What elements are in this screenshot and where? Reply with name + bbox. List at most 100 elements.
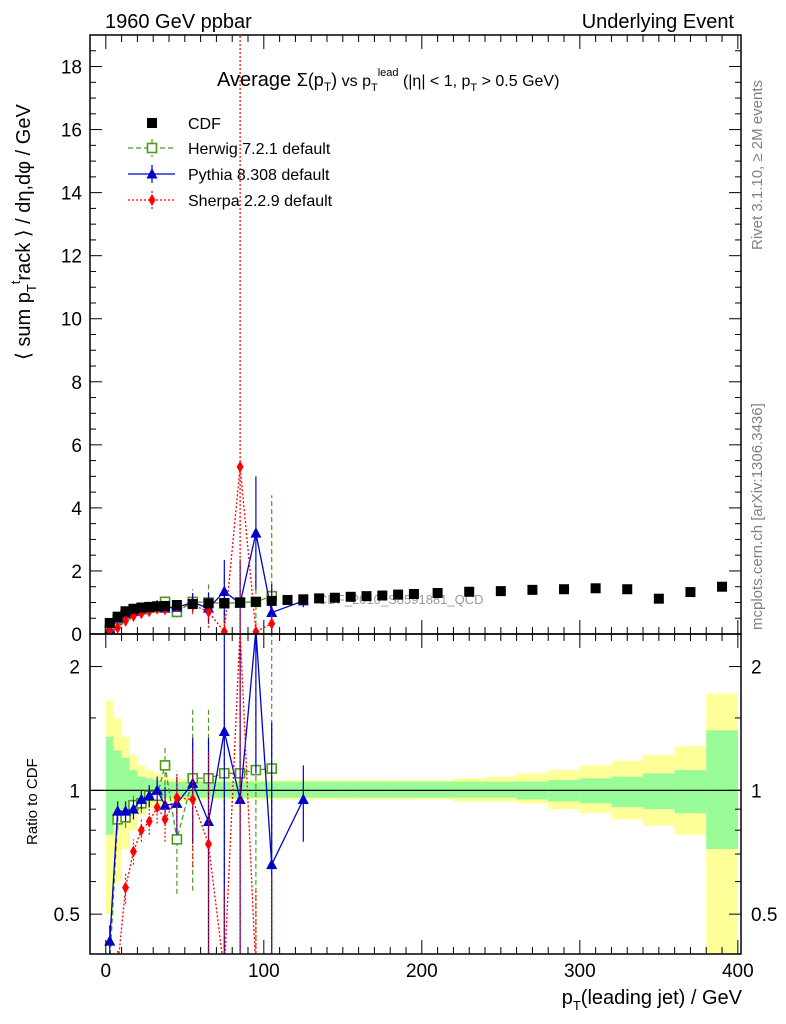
legend-label-sherpa: Sherpa 2.2.9 default — [188, 193, 333, 210]
y-tick-label: 0 — [71, 625, 82, 646]
point-pythia — [104, 935, 116, 946]
y-axis-label: ⟨ sum pTtrack ⟩ / dη,dφ / GeV — [8, 104, 39, 360]
legend-entry-cdf: CDF — [147, 116, 221, 133]
x-tick-label: 0 — [101, 961, 112, 982]
point-cdf — [128, 603, 139, 614]
band-inner-bin — [406, 781, 422, 798]
point-pythia — [266, 606, 278, 618]
legend-marker-cdf — [147, 118, 157, 128]
header-left: 1960 GeV ppbar — [105, 11, 252, 33]
ratio-y-tick-label-right: 0.5 — [751, 905, 777, 926]
band-inner-bin — [327, 781, 343, 798]
point-cdf — [717, 581, 728, 592]
band-inner-bin — [121, 757, 130, 810]
point-sherpa — [145, 815, 153, 828]
band-inner-bin — [611, 776, 644, 808]
x-tick-label: 400 — [722, 961, 754, 982]
legend-entry-sherpa: Sherpa 2.2.9 default — [128, 191, 333, 210]
band-inner-bin — [113, 750, 122, 820]
band-inner-bin — [342, 781, 359, 798]
point-pythia — [112, 805, 124, 816]
point-cdf — [622, 584, 633, 595]
x-axis-label: pT(leading jet) / GeV — [562, 987, 743, 1013]
point-sherpa — [205, 605, 213, 618]
x-tick-label: 300 — [564, 961, 596, 982]
point-sherpa — [137, 824, 145, 837]
point-sherpa — [122, 614, 130, 627]
band-inner-bin — [674, 770, 707, 814]
point-cdf — [590, 583, 601, 594]
point-pythia — [218, 585, 230, 596]
point-sherpa — [220, 625, 228, 634]
point-sherpa — [236, 460, 244, 473]
series-line-pythia — [109, 634, 304, 942]
ratio-y-tick-label: 0.5 — [54, 905, 80, 926]
band-inner-bin — [358, 781, 375, 798]
point-cdf — [112, 611, 123, 622]
ratio-y-tick-label: 2 — [69, 658, 80, 679]
y-tick-label: 12 — [61, 247, 82, 268]
point-cdf — [393, 589, 404, 600]
point-cdf — [495, 586, 506, 597]
point-herwig — [159, 760, 171, 771]
legend-label-herwig: Herwig 7.2.1 default — [188, 141, 331, 158]
series-cdf — [104, 581, 728, 628]
point-cdf — [527, 584, 538, 595]
point-herwig — [171, 834, 183, 845]
point-cdf — [432, 588, 443, 599]
series-sherpa — [117, 634, 273, 954]
band-inner-bin — [643, 773, 675, 810]
main-panel-data — [104, 35, 728, 634]
legend: CDF Herwig 7.2.1 default Pythia 8.308 defa… — [128, 116, 333, 210]
point-sherpa — [189, 793, 197, 806]
point-cdf — [235, 597, 246, 608]
point-cdf — [160, 600, 171, 611]
band-inner-bin — [311, 781, 328, 798]
band-inner-bin — [137, 776, 146, 802]
point-pythia — [218, 725, 230, 737]
band-inner-bin — [390, 781, 407, 798]
point-cdf — [314, 593, 325, 604]
point-cdf — [653, 593, 664, 604]
y-tick-label: 4 — [71, 499, 82, 520]
point-cdf — [345, 591, 356, 602]
band-inner-bin — [279, 781, 296, 798]
point-cdf — [559, 584, 570, 595]
point-cdf — [464, 586, 475, 597]
point-sherpa — [129, 845, 137, 858]
point-cdf — [120, 606, 131, 617]
band-inner-bin — [105, 736, 114, 835]
point-cdf — [361, 591, 372, 602]
point-sherpa — [122, 881, 130, 894]
point-sherpa — [205, 838, 213, 851]
ratio-y-tick-label: 1 — [69, 781, 80, 802]
ratio-y-tick-label-right: 2 — [751, 658, 762, 679]
point-pythia — [127, 803, 139, 814]
point-cdf — [377, 590, 388, 601]
chart-title: Average Σ(pT) vs pTlead (|η| < 1, pT > 0… — [217, 67, 559, 94]
legend-entry-pythia: Pythia 8.308 default — [128, 165, 330, 184]
point-cdf — [266, 595, 277, 606]
y-tick-label: 16 — [61, 121, 82, 142]
point-cdf — [219, 598, 230, 609]
rivet-label: Rivet 3.1.10, ≥ 2M events — [749, 80, 766, 250]
y-tick-label: 14 — [61, 184, 83, 205]
point-cdf — [104, 617, 115, 628]
point-cdf — [144, 601, 155, 612]
ratio-panel-frame — [89, 633, 742, 955]
y-tick-label: 6 — [71, 436, 82, 457]
point-cdf — [408, 588, 419, 599]
point-pythia — [266, 858, 278, 870]
x-tick-label: 200 — [406, 961, 438, 982]
legend-marker-herwig — [146, 142, 158, 154]
legend-marker-pythia — [146, 168, 158, 179]
point-sherpa — [153, 801, 161, 814]
point-sherpa — [114, 621, 122, 634]
ratio-panel-data — [104, 634, 309, 954]
point-pythia — [250, 527, 262, 538]
point-cdf — [136, 602, 147, 613]
ratio-y-axis-label: Ratio to CDF — [24, 758, 41, 845]
band-inner-bin — [485, 781, 517, 798]
